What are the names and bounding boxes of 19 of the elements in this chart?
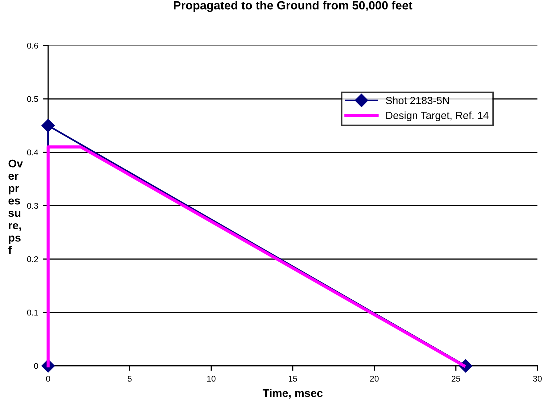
x-tick-label: 20 [370,376,379,382]
x-tick-label: 15 [289,376,298,382]
legend-label: Shot 2183-5N [386,96,450,104]
y-axis-title: Overpressure, psf [8,160,24,254]
x-tick-label: 30 [533,376,542,382]
x-tick-label: 0 [46,376,50,382]
y-tick-label: 0.5 [27,96,38,102]
y-tick-label: 0.6 [27,42,38,49]
legend-label: Design Target, Ref. 14 [386,112,489,122]
y-tick-label: 0.3 [27,203,38,210]
y-tick-label: 0 [34,363,38,370]
y-tick-label: 0.1 [27,310,38,316]
y-tick-label: 0.2 [27,256,38,262]
y-tick-label: 0.4 [27,150,38,156]
chart-title: Propagated to the Ground from 50,000 feet [174,1,413,12]
x-axis-title: Time, msec [262,389,323,399]
x-tick-label: 10 [207,376,216,382]
x-tick-label: 25 [452,376,460,382]
x-tick-label: 5 [128,376,132,382]
